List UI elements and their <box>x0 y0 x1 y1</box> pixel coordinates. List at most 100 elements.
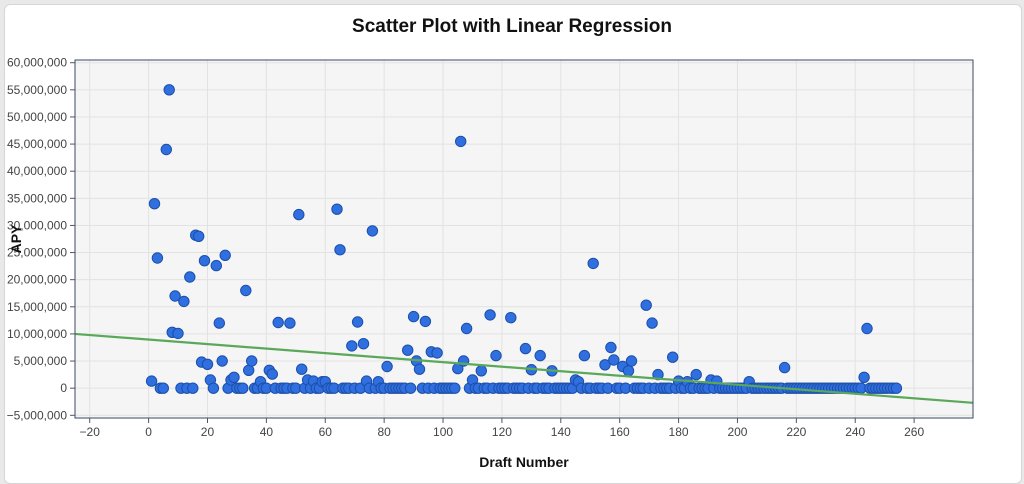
data-point <box>160 143 173 156</box>
x-tick-label: 120 <box>492 425 512 439</box>
y-axis-title: APY <box>8 224 24 253</box>
y-tick-label: 35,000,000 <box>7 191 67 205</box>
data-point <box>490 349 502 362</box>
data-point <box>284 317 296 329</box>
x-tick-label: 60 <box>319 425 333 439</box>
x-tick-label: 160 <box>610 425 630 439</box>
data-point <box>240 284 252 297</box>
x-tick-label: 180 <box>669 425 689 439</box>
data-point <box>198 255 211 267</box>
data-point <box>357 338 370 350</box>
plot-border <box>74 59 974 419</box>
y-tick-label: 45,000,000 <box>7 137 67 151</box>
data-point <box>475 365 487 377</box>
y-tick-label: 20,000,000 <box>7 273 67 287</box>
data-point <box>178 295 190 308</box>
data-point <box>455 135 467 148</box>
y-tick-label: 10,000,000 <box>7 327 67 341</box>
data-point <box>625 355 638 367</box>
data-point <box>608 354 620 366</box>
y-tick-label: 55,000,000 <box>7 83 67 97</box>
x-tick-label: 80 <box>377 425 391 439</box>
data-point <box>172 327 184 340</box>
data-point <box>246 355 258 367</box>
data-point <box>187 382 199 394</box>
x-tick-label: 100 <box>433 425 453 439</box>
data-point <box>578 349 591 362</box>
data-point <box>184 271 196 283</box>
y-tick-label: 40,000,000 <box>7 164 67 178</box>
data-point <box>431 347 443 359</box>
data-point <box>351 316 364 328</box>
data-point <box>293 208 305 221</box>
x-tick-label: 20 <box>201 425 215 439</box>
y-tick-label: 30,000,000 <box>7 218 67 232</box>
data-point <box>587 257 599 270</box>
data-point <box>861 322 873 335</box>
data-points <box>145 84 903 394</box>
data-point <box>890 382 903 394</box>
y-tick-label: 5,000,000 <box>14 354 68 368</box>
data-point <box>858 371 870 383</box>
data-point <box>505 312 517 324</box>
data-point <box>151 252 164 264</box>
data-point <box>145 375 158 387</box>
x-axis-title: Draft Number <box>479 454 569 470</box>
x-axis-ticks: −20 0 20 40 60 80 100 120 140 160 180 200 220 240 260 <box>80 418 924 439</box>
x-tick-label: 260 <box>904 425 924 439</box>
data-point <box>419 315 432 328</box>
data-point <box>346 340 358 352</box>
y-tick-label: 15,000,000 <box>7 300 67 314</box>
data-point <box>605 341 617 354</box>
y-tick-label: 25,000,000 <box>7 246 67 260</box>
data-point <box>169 290 181 302</box>
x-tick-label: 220 <box>786 425 806 439</box>
x-tick-label: 40 <box>260 425 274 439</box>
data-point <box>484 309 496 321</box>
y-tick-label: 60,000,000 <box>7 56 67 70</box>
y-axis-ticks: −5,000,000 0 5,000,000 10,000,000 15,000,000… <box>7 56 75 422</box>
data-point <box>449 382 461 394</box>
data-point <box>519 342 532 355</box>
data-point <box>157 382 170 394</box>
data-point <box>334 244 346 256</box>
data-point <box>778 361 791 374</box>
x-tick-label: 240 <box>845 425 865 439</box>
data-point <box>646 317 658 329</box>
data-point <box>381 360 393 373</box>
data-point <box>237 382 249 394</box>
y-tick-label: 0 <box>60 381 67 395</box>
data-point <box>460 322 473 335</box>
data-point <box>213 317 226 329</box>
y-tick-label: −5,000,000 <box>7 408 68 422</box>
data-point <box>201 358 214 370</box>
y-tick-label: 50,000,000 <box>7 110 67 124</box>
chart-title: Scatter Plot with Linear Regression <box>352 16 672 37</box>
data-point <box>228 371 240 383</box>
data-point <box>331 203 343 215</box>
data-point <box>667 351 679 363</box>
data-point <box>404 382 417 394</box>
data-point <box>366 225 379 237</box>
data-point <box>210 259 223 272</box>
data-point <box>599 359 611 371</box>
data-point <box>402 344 414 356</box>
data-point <box>640 299 652 311</box>
data-point <box>407 310 420 323</box>
data-point <box>622 365 635 377</box>
data-point <box>219 249 231 262</box>
regression-line <box>75 332 973 404</box>
data-point <box>163 84 175 96</box>
data-point <box>296 363 308 375</box>
x-tick-label: 140 <box>551 425 571 439</box>
data-point <box>534 349 546 362</box>
data-point <box>272 316 284 329</box>
data-point <box>148 198 161 210</box>
data-point <box>413 363 426 375</box>
data-point <box>266 368 278 380</box>
data-point <box>690 368 702 381</box>
data-point <box>193 230 205 243</box>
data-point <box>652 368 664 381</box>
x-tick-label: 0 <box>145 425 152 439</box>
